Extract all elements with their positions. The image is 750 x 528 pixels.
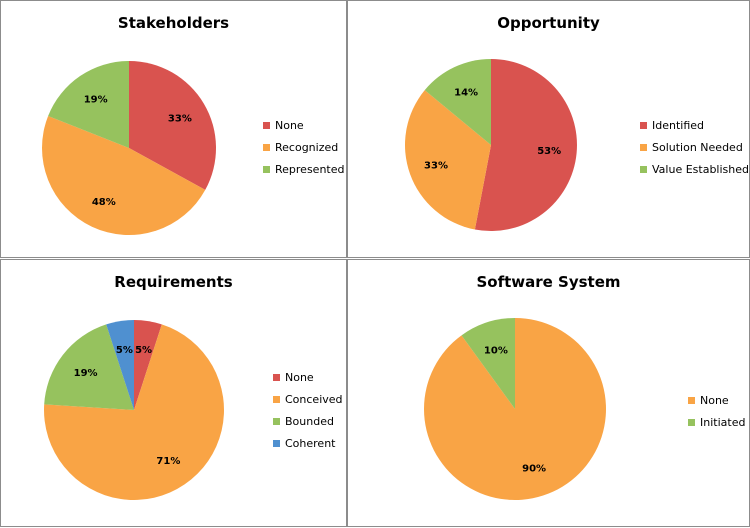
chart-panel-stakeholders: Stakeholders 33% 48% 19% None Recognized R… xyxy=(0,0,347,258)
chart-legend: None Conceived Bounded Coherent xyxy=(273,366,343,454)
legend-item-none: None xyxy=(273,366,343,388)
pie-slice-bounded xyxy=(44,324,134,410)
data-label: 19% xyxy=(74,368,98,379)
pie-slice-initiated xyxy=(461,318,515,409)
pie-slice-none xyxy=(423,318,606,500)
pie-slice-coherent xyxy=(106,320,134,410)
pie-slice-none xyxy=(129,61,216,190)
legend-item-value-established: Value Established xyxy=(640,158,749,180)
data-label: 5% xyxy=(135,345,152,356)
pie-chart: 33% 48% 19% xyxy=(41,61,216,236)
chart-legend: None Initiated xyxy=(688,389,745,433)
legend-swatch xyxy=(263,121,270,129)
legend-label: Recognized xyxy=(275,140,339,154)
legend-item-identified: Identified xyxy=(640,114,749,136)
legend-swatch xyxy=(273,373,280,381)
legend-label: Solution Needed xyxy=(652,140,743,154)
legend-label: Represented xyxy=(275,162,345,176)
data-label: 33% xyxy=(168,113,192,124)
legend-item-conceived: Conceived xyxy=(273,388,343,410)
legend-label: None xyxy=(275,118,304,132)
data-label: 10% xyxy=(484,346,508,357)
legend-swatch xyxy=(688,418,695,426)
legend-item-initiated: Initiated xyxy=(688,411,745,433)
pie-slice-represented xyxy=(48,61,129,148)
legend-item-recognized: Recognized xyxy=(263,136,344,158)
legend-swatch xyxy=(263,165,270,173)
legend-item-bounded: Bounded xyxy=(273,410,343,432)
data-label: 71% xyxy=(156,456,180,467)
pie-slice-conceived xyxy=(44,324,225,500)
legend-label: None xyxy=(285,370,314,384)
legend-swatch xyxy=(640,121,647,129)
legend-swatch xyxy=(263,143,270,151)
data-label: 33% xyxy=(424,160,448,171)
legend-item-none: None xyxy=(263,114,344,136)
data-label: 90% xyxy=(522,463,546,474)
chart-title: Opportunity xyxy=(497,14,600,32)
legend-swatch xyxy=(273,439,280,447)
legend-swatch xyxy=(688,396,695,404)
chart-panel-requirements: Requirements 5% 71% 19% 5% None Conceived B… xyxy=(0,259,347,527)
legend-label: Conceived xyxy=(285,392,343,406)
data-label: 19% xyxy=(84,95,108,106)
pie-chart: 5% 71% 19% 5% xyxy=(44,320,225,500)
data-label: 53% xyxy=(537,146,561,157)
legend-item-none: None xyxy=(688,389,745,411)
pie-slice-solution-needed xyxy=(405,90,491,230)
legend-label: Bounded xyxy=(285,414,334,428)
chart-panel-software-system: Software System 90% 10% None Initiated xyxy=(347,259,750,527)
legend-label: Identified xyxy=(652,118,705,132)
legend-swatch xyxy=(273,395,280,403)
data-label: 48% xyxy=(92,197,116,208)
legend-swatch xyxy=(640,165,647,173)
chart-title: Requirements xyxy=(114,273,233,291)
pie-slice-none xyxy=(134,320,162,410)
data-label: 5% xyxy=(116,345,133,356)
pie-chart: 53% 33% 14% xyxy=(405,59,577,231)
legend-item-solution-needed: Solution Needed xyxy=(640,136,749,158)
pie-slice-identified xyxy=(474,59,577,231)
legend-label: Value Established xyxy=(652,162,749,176)
chart-title: Software System xyxy=(476,273,621,291)
pie-chart: 90% 10% xyxy=(423,318,606,500)
pie-slice-value-established xyxy=(424,59,491,145)
chart-title: Stakeholders xyxy=(117,14,230,32)
legend-swatch xyxy=(640,143,647,151)
chart-legend: Identified Solution Needed Value Establi… xyxy=(640,114,749,180)
legend-swatch xyxy=(273,417,280,425)
chart-legend: None Recognized Represented xyxy=(263,114,344,180)
pie-slice-recognized xyxy=(41,115,206,236)
data-label: 14% xyxy=(454,88,478,99)
legend-label: Coherent xyxy=(285,436,336,450)
legend-label: Initiated xyxy=(700,415,746,429)
legend-item-coherent: Coherent xyxy=(273,432,343,454)
legend-item-represented: Represented xyxy=(263,158,344,180)
chart-panel-opportunity: Opportunity 53% 33% 14% Identified Solutio… xyxy=(347,0,750,258)
legend-label: None xyxy=(700,393,729,407)
